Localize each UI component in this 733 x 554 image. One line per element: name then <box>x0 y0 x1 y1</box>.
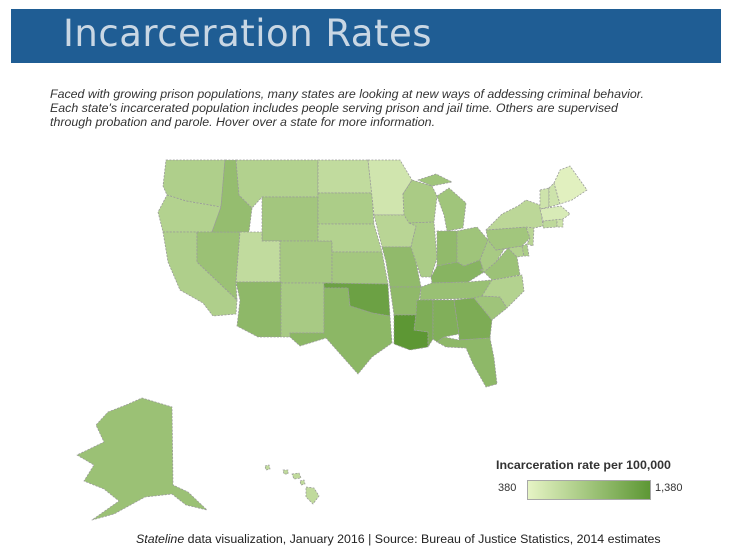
state-fl[interactable] <box>436 336 498 388</box>
intro-line: Faced with growing prison populations, m… <box>50 87 644 101</box>
state-mi-up[interactable] <box>417 173 453 187</box>
state-pa[interactable] <box>485 226 531 251</box>
state-mi[interactable] <box>436 187 467 232</box>
state-wy[interactable] <box>261 196 319 242</box>
legend-max-label: 1,380 <box>655 482 683 494</box>
state-ri[interactable] <box>556 218 564 228</box>
page-title: Incarceration Rates <box>63 12 433 55</box>
state-co[interactable] <box>279 240 333 284</box>
state-wi[interactable] <box>402 179 438 224</box>
title-banner: Incarceration Rates <box>11 9 721 63</box>
legend-color-ramp <box>527 480 651 500</box>
state-sc[interactable] <box>473 295 508 321</box>
state-az[interactable] <box>235 281 282 338</box>
state-ga[interactable] <box>453 297 493 341</box>
state-ne[interactable] <box>317 223 383 253</box>
state-ny[interactable] <box>485 199 544 231</box>
state-tx[interactable] <box>289 287 393 375</box>
publication-name: Stateline <box>136 532 185 546</box>
state-id[interactable] <box>211 159 253 233</box>
state-va[interactable] <box>479 247 521 281</box>
state-sd[interactable] <box>317 192 375 225</box>
state-de[interactable] <box>521 243 530 257</box>
legend-title: Incarceration rate per 100,000 <box>496 458 671 472</box>
legend-min-label: 380 <box>498 482 517 494</box>
state-ms[interactable] <box>413 299 434 348</box>
source-footer: Stateline data visualization, January 20… <box>136 532 661 546</box>
state-ak[interactable] <box>76 397 208 521</box>
state-ks[interactable] <box>331 251 389 285</box>
state-vt[interactable] <box>539 187 550 210</box>
state-ma[interactable] <box>539 205 571 222</box>
intro-line: through probation and parole. Hover over… <box>50 115 436 129</box>
intro-text: Faced with growing prison populations, m… <box>50 87 710 129</box>
state-in[interactable] <box>436 230 458 267</box>
source-text: data visualization, January 2016 | Sourc… <box>184 532 661 546</box>
state-il[interactable] <box>408 221 438 278</box>
state-hi[interactable] <box>264 464 320 505</box>
state-nd[interactable] <box>317 159 373 194</box>
intro-line: Each state's incarcerated population inc… <box>50 101 618 115</box>
state-me[interactable] <box>553 165 588 205</box>
state-nj[interactable] <box>525 226 535 247</box>
state-nm[interactable] <box>280 282 325 338</box>
